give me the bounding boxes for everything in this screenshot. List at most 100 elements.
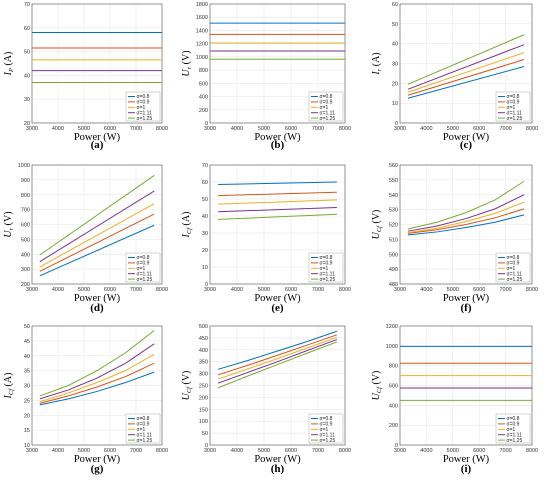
y-axis-label-main: U — [371, 231, 382, 239]
y-tick-label: 250 — [199, 384, 208, 390]
x-tick-label: 4000 — [420, 287, 432, 293]
series-line-1 — [407, 65, 525, 99]
series-line-4 — [39, 343, 155, 400]
legend-entry: σ=0.9 — [137, 100, 150, 106]
x-tick-label: 7000 — [130, 448, 142, 454]
x-tick-label: 3000 — [394, 287, 406, 293]
legend-entry: σ=1 — [507, 266, 516, 272]
legend-entry: σ=1.25 — [320, 277, 336, 283]
series-line-4 — [217, 339, 338, 384]
series-line-2 — [39, 213, 155, 272]
series-line-4 — [407, 194, 525, 232]
x-tick-label: 7000 — [499, 287, 511, 293]
y-tick-label: 350 — [199, 360, 208, 366]
legend-entry: σ=0.8 — [507, 94, 520, 100]
x-tick-label: 7000 — [499, 126, 511, 132]
x-axis-label: Power (W) — [254, 132, 301, 143]
series-line-1 — [39, 224, 155, 277]
y-axis-label-sub: P — [8, 68, 15, 73]
panel-label: (i) — [461, 463, 472, 475]
x-tick-label: 8000 — [156, 126, 168, 132]
x-tick-label: 8000 — [526, 287, 538, 293]
legend-entry: σ=1.11 — [320, 110, 336, 116]
x-tick-label: 3000 — [204, 126, 216, 132]
x-tick-label: 7000 — [312, 126, 324, 132]
y-tick-label: 150 — [199, 407, 208, 413]
y-tick-label: 520 — [389, 223, 398, 229]
y-tick-label: 40 — [392, 42, 398, 48]
y-tick-label: 490 — [389, 267, 398, 273]
y-tick-label: 500 — [21, 237, 30, 243]
series-line-3 — [218, 199, 337, 205]
x-tick-label: 8000 — [156, 448, 168, 454]
y-tick-label: 50 — [392, 22, 398, 28]
y-tick-label: 50 — [202, 431, 208, 437]
plot-frame — [209, 164, 346, 285]
y-tick-label: 60 — [202, 180, 208, 186]
legend-entry: σ=0.9 — [320, 422, 333, 428]
x-tick-label: 5000 — [258, 448, 270, 454]
y-axis-label-sub: r — [8, 227, 15, 230]
series-line-5 — [39, 174, 155, 256]
x-tick-label: 5000 — [447, 126, 459, 132]
legend-entry: σ=0.9 — [137, 422, 150, 428]
legend-entry: σ=0.9 — [320, 100, 333, 106]
legend-entry: σ=1 — [137, 427, 146, 433]
y-tick-label: 30 — [202, 231, 208, 237]
series-line-1 — [407, 214, 525, 236]
x-tick-label: 5000 — [78, 448, 90, 454]
series-line-5 — [218, 213, 337, 220]
legend-entry: σ=1 — [137, 105, 146, 111]
y-tick-label: 30 — [24, 97, 30, 103]
legend-entry: σ=0.9 — [507, 100, 520, 106]
x-tick-label: 8000 — [339, 126, 351, 132]
y-axis-label: UCf (V) — [371, 210, 383, 240]
panel-label: (f) — [461, 302, 472, 314]
chart-panel-6: 3000 4000 5000 6000 7000 8000 480 490 500 510 520 5… — [371, 163, 538, 314]
legend-entry: σ=0.8 — [137, 416, 150, 422]
chart-panel-2: 3000 4000 5000 6000 7000 8000 0 200 400 600 800 100… — [181, 2, 351, 151]
y-axis-label-main: U — [181, 392, 192, 400]
y-tick-label: 60 — [24, 26, 30, 32]
y-tick-label: 1000 — [386, 344, 398, 350]
y-axis-label-sub: Cf — [186, 227, 193, 234]
legend-entry: σ=1 — [320, 105, 329, 111]
chart-panel-9: 3000 4000 5000 6000 7000 8000 0 200 400 600 800 100… — [371, 324, 538, 475]
y-tick-label: 50 — [202, 197, 208, 203]
legend-entry: σ=1.11 — [137, 271, 153, 277]
chart-panel-7: 3000 4000 5000 6000 7000 8000 10 15 20 25 30 35 40 45… — [3, 324, 168, 475]
y-tick-label: 400 — [199, 348, 208, 354]
x-tick-label: 4000 — [420, 448, 432, 454]
y-axis-label: UCf (V) — [181, 371, 193, 401]
y-axis-label-sub: r — [376, 68, 383, 71]
x-tick-label: 3000 — [26, 448, 38, 454]
y-tick-label: 700 — [21, 208, 30, 214]
y-tick-label: 30 — [24, 384, 30, 390]
x-tick-label: 4000 — [231, 448, 243, 454]
x-tick-label: 8000 — [339, 448, 351, 454]
series-line-3 — [39, 353, 155, 403]
y-tick-label: 200 — [389, 423, 398, 429]
x-tick-label: 3000 — [204, 448, 216, 454]
legend-entry: σ=0.8 — [137, 94, 150, 100]
x-tick-label: 3000 — [26, 287, 38, 293]
series-line-1 — [217, 330, 338, 370]
series-line-4 — [39, 190, 155, 263]
x-tick-label: 5000 — [447, 287, 459, 293]
x-tick-label: 6000 — [285, 448, 297, 454]
legend-entry: σ=0.8 — [507, 416, 520, 422]
legend-entry: σ=0.8 — [320, 94, 333, 100]
legend-entry: σ=0.9 — [137, 261, 150, 267]
legend-entry: σ=1 — [137, 266, 146, 272]
y-tick-label: 600 — [21, 223, 30, 229]
y-tick-label: 40 — [24, 73, 30, 79]
y-axis-label-sub: Cf — [186, 386, 193, 393]
y-axis-label-unit: (V) — [181, 371, 192, 387]
x-tick-label: 8000 — [526, 448, 538, 454]
x-tick-label: 7000 — [130, 287, 142, 293]
series-line-5 — [39, 330, 155, 397]
y-axis-label-main: I — [3, 394, 14, 399]
y-tick-label: 200 — [199, 395, 208, 401]
y-axis-label: IP (A) — [3, 52, 15, 77]
legend-entry: σ=0.9 — [507, 261, 520, 267]
